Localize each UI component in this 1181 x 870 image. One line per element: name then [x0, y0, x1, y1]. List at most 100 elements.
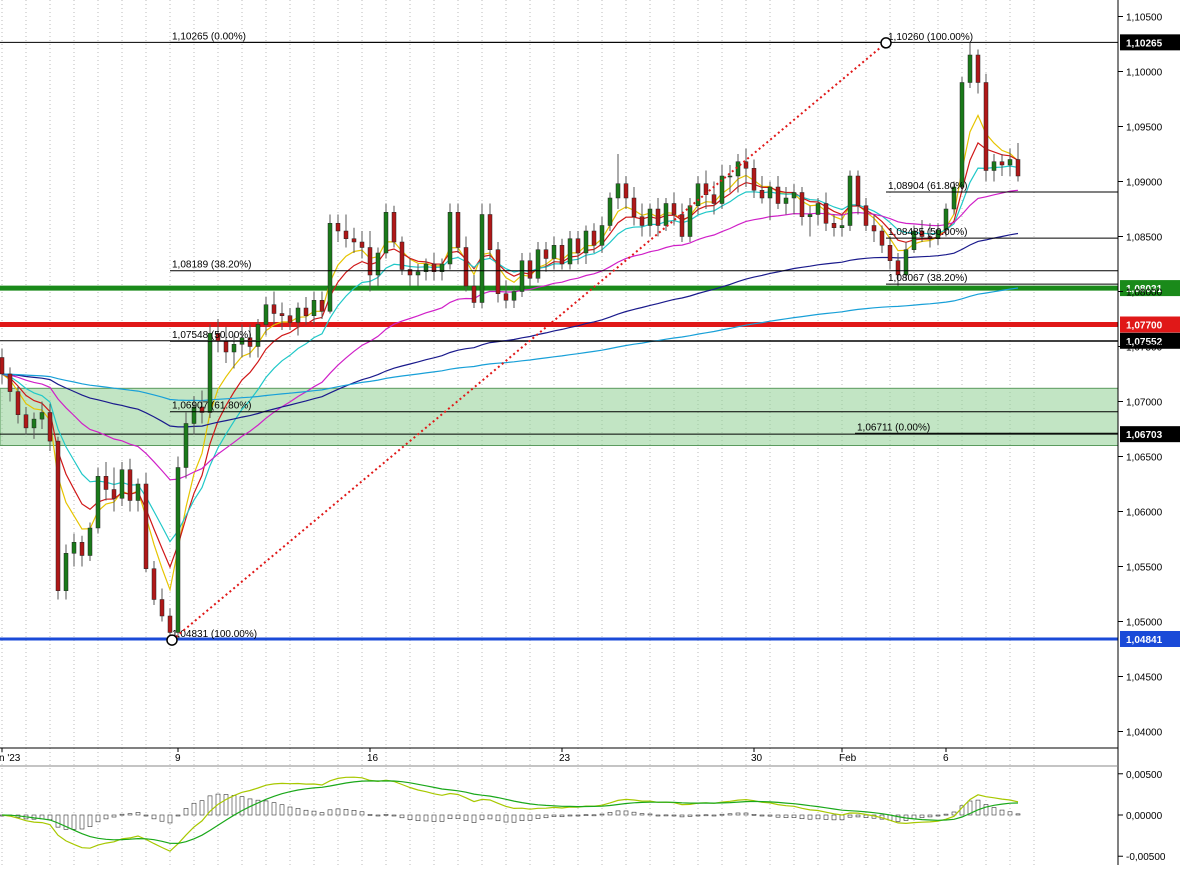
osc-histogram-bar	[695, 814, 701, 817]
price-badge	[1120, 34, 1180, 51]
osc-histogram-bar	[79, 814, 85, 830]
price-tick-label: 1,08500	[1126, 233, 1163, 244]
price-tick-label: 1,04500	[1126, 673, 1163, 684]
candle-body	[439, 263, 445, 272]
candle-body	[479, 214, 485, 303]
candle-body	[687, 205, 693, 237]
date-label: 16	[367, 753, 379, 764]
osc-histogram-bar	[199, 800, 205, 816]
osc-histogram-bar	[647, 813, 653, 816]
osc-histogram-bar	[623, 810, 629, 816]
candle-body	[343, 230, 349, 239]
candle-body	[503, 293, 509, 301]
candle-body	[535, 249, 541, 279]
price-tick-label: 1,04000	[1126, 728, 1163, 739]
candle-body	[879, 230, 885, 246]
price-tick-label: 1,06000	[1126, 508, 1163, 519]
candle-body	[631, 197, 637, 217]
candle-body	[759, 190, 765, 199]
date-label: 30	[751, 753, 763, 764]
osc-histogram-bar	[151, 814, 157, 820]
candle-body	[767, 186, 773, 199]
candle-body	[287, 315, 293, 323]
fib-label: 1,06907 (61.80%)	[172, 401, 252, 412]
moving-average-line	[1, 232, 1019, 428]
candle-body	[375, 252, 381, 276]
fib-anchor-low	[166, 634, 178, 646]
osc-histogram-bar	[735, 812, 741, 816]
candle-body	[935, 229, 941, 239]
fib-label: 1,07548 (50.00%)	[172, 330, 252, 341]
candle-body	[975, 54, 981, 83]
fib-label: 1,06711 (0.00%)	[857, 422, 930, 433]
osc-histogram-bar	[375, 814, 381, 817]
price-tick-label: 1,05500	[1126, 563, 1163, 574]
osc-histogram-bar	[855, 814, 861, 818]
oscillator-panel: 0,00500 0,00000 -0,00500	[0, 770, 1166, 863]
osc-histogram-bar	[967, 800, 973, 816]
osc-histogram-bar	[535, 814, 541, 819]
candle-body	[895, 260, 901, 276]
candle-body	[111, 489, 117, 499]
price-badge-label: 1,07552	[1126, 337, 1163, 348]
osc-histogram-bar	[895, 814, 901, 822]
date-label: 9	[175, 753, 181, 764]
osc-histogram-bar	[391, 814, 397, 817]
fib-label: 1,10265 (0.00%)	[172, 31, 246, 42]
osc-histogram-bar	[839, 814, 845, 821]
candle-body	[655, 208, 661, 226]
osc-histogram-bar	[63, 814, 69, 830]
candle-body	[791, 192, 797, 199]
candle-body	[911, 230, 917, 250]
fib-label: 1,08904 (61.80%)	[888, 181, 968, 192]
osc-histogram-bar	[559, 814, 565, 818]
candle-body	[135, 483, 141, 501]
osc-histogram-bar	[311, 810, 317, 816]
osc-histogram-bar	[303, 809, 309, 816]
osc-histogram-bar	[791, 814, 797, 818]
osc-histogram-bar	[239, 796, 245, 816]
price-tick-label: 1,08000	[1126, 288, 1163, 299]
osc-histogram-bar	[183, 808, 189, 816]
candle-body	[999, 161, 1005, 166]
candle-body	[471, 285, 477, 303]
osc-histogram-bar	[47, 814, 53, 821]
price-badge-label: 1,08031	[1126, 284, 1163, 295]
price-badge-label: 1,04841	[1126, 635, 1163, 646]
osc-histogram-bar	[1015, 813, 1021, 816]
osc-histogram-bar	[663, 814, 669, 817]
osc-histogram-bar	[679, 814, 685, 818]
osc-histogram-bar	[655, 814, 661, 817]
candle-body	[247, 337, 253, 347]
candle-body	[983, 82, 989, 171]
osc-histogram-bar	[103, 814, 109, 820]
osc-histogram-bar	[231, 795, 237, 816]
candle-body	[967, 54, 973, 83]
candle-body	[815, 203, 821, 215]
candle-body	[991, 161, 997, 171]
osc-histogram-bar	[983, 804, 989, 816]
osc-histogram-bar	[975, 799, 981, 816]
price-badge	[1120, 316, 1180, 333]
osc-tick-label: 0,00500	[1126, 770, 1163, 781]
osc-histogram-bar	[751, 814, 757, 816]
candle-body	[559, 245, 565, 265]
candle-body	[887, 245, 893, 261]
osc-signal-line	[1, 780, 1019, 845]
candle-body	[847, 175, 853, 226]
osc-histogram-bar	[111, 814, 117, 818]
candle-body	[7, 373, 13, 392]
date-axis: n '23 9 16 23 30 Feb 6	[0, 748, 949, 764]
osc-histogram-bar	[687, 814, 693, 817]
candle-body	[263, 304, 269, 325]
osc-histogram-bar	[319, 812, 325, 816]
price-badge-label: 1,10265	[1126, 38, 1163, 49]
osc-histogram-bar	[55, 814, 61, 828]
osc-histogram-bar	[775, 814, 781, 818]
candle-body	[15, 391, 21, 415]
osc-histogram-bar	[439, 814, 445, 822]
osc-histogram-bar	[295, 808, 301, 816]
price-badge-label: 1,06703	[1126, 430, 1163, 441]
osc-histogram-bar	[599, 813, 605, 816]
candle-body	[495, 249, 501, 294]
